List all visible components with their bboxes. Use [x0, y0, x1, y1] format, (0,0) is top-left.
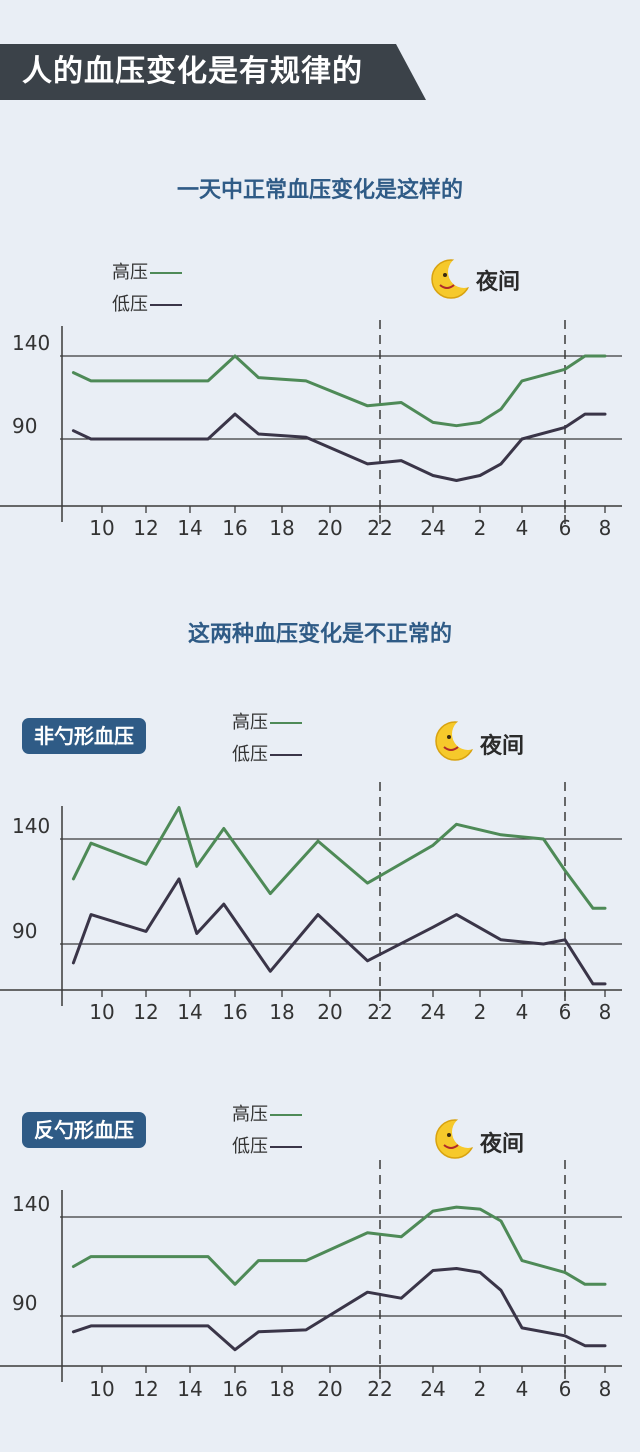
y-tick-label: 140	[12, 1192, 50, 1216]
x-tick-label: 6	[559, 1000, 572, 1024]
x-tick-label: 6	[559, 516, 572, 540]
x-tick-label: 22	[367, 1000, 392, 1024]
x-tick-label: 10	[89, 516, 114, 540]
normal-heading: 一天中正常血压变化是这样的	[176, 178, 463, 203]
x-tick-label: 6	[559, 1377, 572, 1401]
non-dipper-badge: 非勺形血压	[22, 718, 146, 754]
x-tick-label: 14	[177, 1000, 202, 1024]
x-tick-label: 14	[177, 1377, 202, 1401]
legend-high: 高压	[112, 258, 182, 284]
low-pressure-line	[71, 1267, 607, 1352]
low-pressure-line	[71, 877, 607, 986]
x-tick-label: 18	[269, 1377, 294, 1401]
reverse-dipper-badge: 反勺形血压	[22, 1112, 146, 1148]
moon-icon	[431, 256, 476, 299]
x-tick-label: 12	[133, 1000, 158, 1024]
x-tick-label: 18	[269, 516, 294, 540]
x-tick-label: 12	[133, 516, 158, 540]
legend-low-label: 低压	[232, 1136, 268, 1157]
legend-high: 高压	[232, 708, 302, 734]
x-tick-label: 20	[317, 1000, 342, 1024]
x-tick-label: 2	[474, 1377, 487, 1401]
legend-low: 低压	[232, 1132, 302, 1158]
moon-icon	[435, 718, 480, 761]
abnormal-heading: 这两种血压变化是不正常的	[187, 622, 452, 647]
x-tick-label: 2	[474, 516, 487, 540]
night-label: 夜间	[480, 734, 525, 759]
x-tick-label: 20	[317, 1377, 342, 1401]
title-banner	[0, 44, 426, 100]
high-pressure-line	[71, 806, 607, 910]
x-tick-label: 10	[89, 1377, 114, 1401]
x-tick-label: 16	[222, 1000, 247, 1024]
legend-low: 低压	[112, 290, 182, 316]
y-tick-label: 140	[12, 331, 50, 355]
legend-low-label: 低压	[112, 294, 148, 315]
x-tick-label: 16	[222, 516, 247, 540]
night-label: 夜间	[480, 1132, 525, 1157]
y-tick-label: 90	[12, 919, 37, 943]
legend-high-label: 高压	[232, 712, 268, 733]
x-tick-label: 4	[516, 1377, 529, 1401]
legend-low-swatch	[270, 754, 302, 756]
x-tick-label: 24	[420, 1377, 445, 1401]
legend-low-swatch	[270, 1146, 302, 1148]
x-tick-label: 18	[269, 1000, 294, 1024]
x-tick-label: 4	[516, 516, 529, 540]
low-pressure-line	[71, 412, 607, 482]
page-title: 人的血压变化是有规律的	[22, 54, 363, 89]
x-tick-label: 8	[599, 1377, 612, 1401]
x-tick-label: 4	[516, 1000, 529, 1024]
y-tick-label: 140	[12, 814, 50, 838]
legend-high-swatch	[270, 722, 302, 724]
y-tick-label: 90	[12, 414, 37, 438]
moon-icon	[435, 1116, 480, 1159]
x-tick-label: 24	[420, 1000, 445, 1024]
x-tick-label: 10	[89, 1000, 114, 1024]
x-tick-label: 2	[474, 1000, 487, 1024]
x-tick-label: 24	[420, 516, 445, 540]
legend-low-label: 低压	[232, 744, 268, 765]
legend-low: 低压	[232, 740, 302, 766]
legend-high-label: 高压	[112, 262, 148, 283]
legend-high-swatch	[150, 272, 182, 274]
night-label: 夜间	[476, 270, 521, 295]
x-tick-label: 14	[177, 516, 202, 540]
high-pressure-line	[71, 354, 607, 428]
x-tick-label: 22	[367, 1377, 392, 1401]
legend-high-label: 高压	[232, 1104, 268, 1125]
x-tick-label: 12	[133, 1377, 158, 1401]
y-tick-label: 90	[12, 1291, 37, 1315]
high-pressure-line	[71, 1205, 607, 1286]
x-tick-label: 16	[222, 1377, 247, 1401]
legend-high: 高压	[232, 1100, 302, 1126]
x-tick-label: 20	[317, 516, 342, 540]
legend-high-swatch	[270, 1114, 302, 1116]
x-tick-label: 8	[599, 516, 612, 540]
x-tick-label: 8	[599, 1000, 612, 1024]
legend-low-swatch	[150, 304, 182, 306]
